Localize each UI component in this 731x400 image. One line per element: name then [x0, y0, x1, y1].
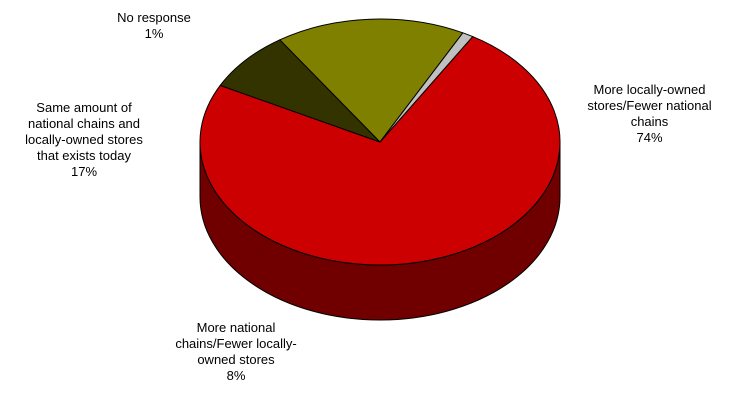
label-same-amount: Same amount of national chains and local… [25, 100, 143, 179]
label-more-national: More national chains/Fewer locally- owne… [175, 320, 297, 383]
pie-slice-same [279, 18, 464, 143]
pie-slice-national [219, 39, 381, 143]
pie-slice-local [199, 36, 561, 266]
label-more-local: More locally-owned stores/Fewer national… [587, 82, 712, 145]
pie-tops [199, 18, 561, 266]
pie-slice-noresp [379, 32, 474, 143]
label-no-response: No response 1% [117, 10, 191, 41]
